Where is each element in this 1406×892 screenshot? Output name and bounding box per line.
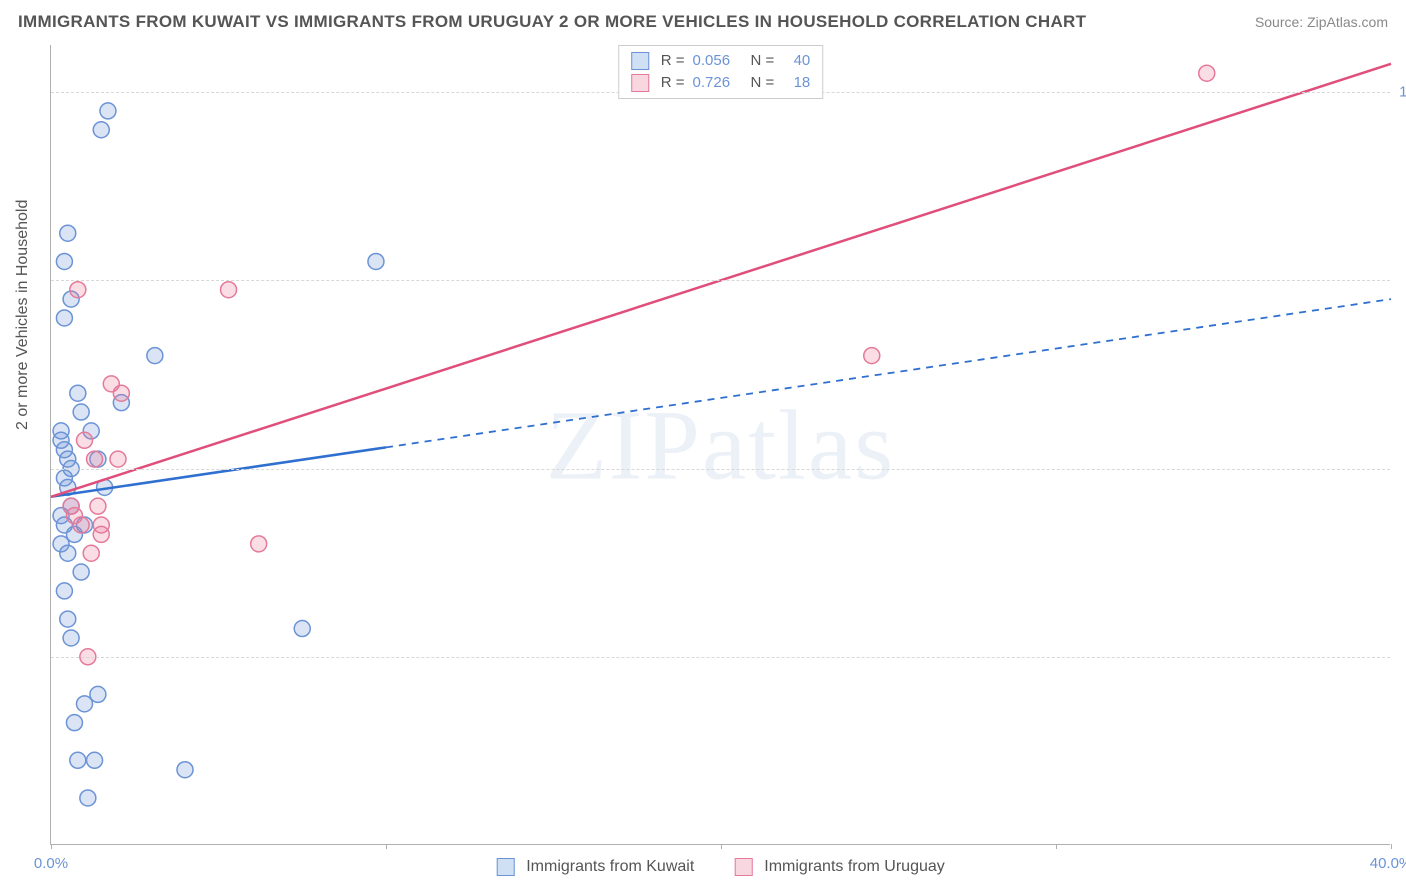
data-point bbox=[73, 517, 89, 533]
x-tick bbox=[51, 844, 52, 849]
source-label: Source: ZipAtlas.com bbox=[1255, 14, 1388, 30]
x-tick bbox=[386, 844, 387, 849]
x-tick bbox=[721, 844, 722, 849]
data-point bbox=[60, 225, 76, 241]
legend-series-item: Immigrants from Kuwait bbox=[496, 858, 694, 876]
legend-swatch bbox=[631, 74, 649, 92]
plot-area: ZIPatlas 40.0%60.0%80.0%100.0% 0.0%40.0%… bbox=[50, 45, 1390, 845]
data-point bbox=[90, 686, 106, 702]
gridline bbox=[51, 657, 1390, 658]
y-axis-label: 2 or more Vehicles in Household bbox=[14, 200, 32, 430]
data-point bbox=[83, 545, 99, 561]
legend-correlation-row: R = 0.056 N = 40 bbox=[631, 50, 811, 72]
data-point bbox=[294, 621, 310, 637]
data-point bbox=[87, 451, 103, 467]
legend-n-value: 18 bbox=[782, 72, 810, 94]
data-point bbox=[60, 545, 76, 561]
data-point bbox=[251, 536, 267, 552]
data-point bbox=[1199, 65, 1215, 81]
data-point bbox=[80, 790, 96, 806]
data-point bbox=[147, 348, 163, 364]
gridline bbox=[51, 280, 1390, 281]
data-point bbox=[56, 310, 72, 326]
data-point bbox=[87, 752, 103, 768]
x-tick bbox=[1056, 844, 1057, 849]
data-point bbox=[113, 385, 129, 401]
legend-swatch bbox=[631, 52, 649, 70]
legend-r-value: 0.726 bbox=[693, 72, 743, 94]
legend-swatch bbox=[496, 858, 514, 876]
chart-title: IMMIGRANTS FROM KUWAIT VS IMMIGRANTS FRO… bbox=[18, 12, 1086, 32]
data-point bbox=[864, 348, 880, 364]
y-tick-label: 100.0% bbox=[1399, 84, 1406, 101]
legend-r-label: R = bbox=[661, 50, 685, 72]
legend-n-label: N = bbox=[751, 50, 775, 72]
data-point bbox=[70, 752, 86, 768]
data-point bbox=[56, 253, 72, 269]
data-point bbox=[177, 762, 193, 778]
legend-correlation: R = 0.056 N = 40 R = 0.726 N = 18 bbox=[618, 45, 824, 99]
legend-n-value: 40 bbox=[782, 50, 810, 72]
data-point bbox=[70, 282, 86, 298]
legend-series-label: Immigrants from Kuwait bbox=[526, 858, 694, 876]
legend-r-label: R = bbox=[661, 72, 685, 94]
data-point bbox=[77, 432, 93, 448]
data-point bbox=[110, 451, 126, 467]
trend-line-dashed bbox=[386, 299, 1391, 447]
data-point bbox=[73, 404, 89, 420]
title-bar: IMMIGRANTS FROM KUWAIT VS IMMIGRANTS FRO… bbox=[18, 12, 1388, 32]
data-point bbox=[70, 385, 86, 401]
data-point bbox=[63, 630, 79, 646]
legend-series-label: Immigrants from Uruguay bbox=[764, 858, 945, 876]
data-point bbox=[73, 564, 89, 580]
data-point bbox=[56, 583, 72, 599]
legend-r-value: 0.056 bbox=[693, 50, 743, 72]
x-tick-label: 0.0% bbox=[34, 855, 68, 872]
data-point bbox=[93, 517, 109, 533]
data-point bbox=[90, 498, 106, 514]
data-point bbox=[66, 715, 82, 731]
data-point bbox=[63, 498, 79, 514]
data-point bbox=[100, 103, 116, 119]
gridline bbox=[51, 469, 1390, 470]
data-point bbox=[60, 611, 76, 627]
data-point bbox=[93, 122, 109, 138]
data-point bbox=[368, 253, 384, 269]
legend-correlation-row: R = 0.726 N = 18 bbox=[631, 72, 811, 94]
data-point bbox=[221, 282, 237, 298]
legend-swatch bbox=[734, 858, 752, 876]
legend-n-label: N = bbox=[751, 72, 775, 94]
x-tick bbox=[1391, 844, 1392, 849]
chart-svg bbox=[51, 45, 1390, 844]
legend-series-item: Immigrants from Uruguay bbox=[734, 858, 945, 876]
x-tick-label: 40.0% bbox=[1370, 855, 1406, 872]
legend-series: Immigrants from Kuwait Immigrants from Ur… bbox=[496, 858, 945, 876]
